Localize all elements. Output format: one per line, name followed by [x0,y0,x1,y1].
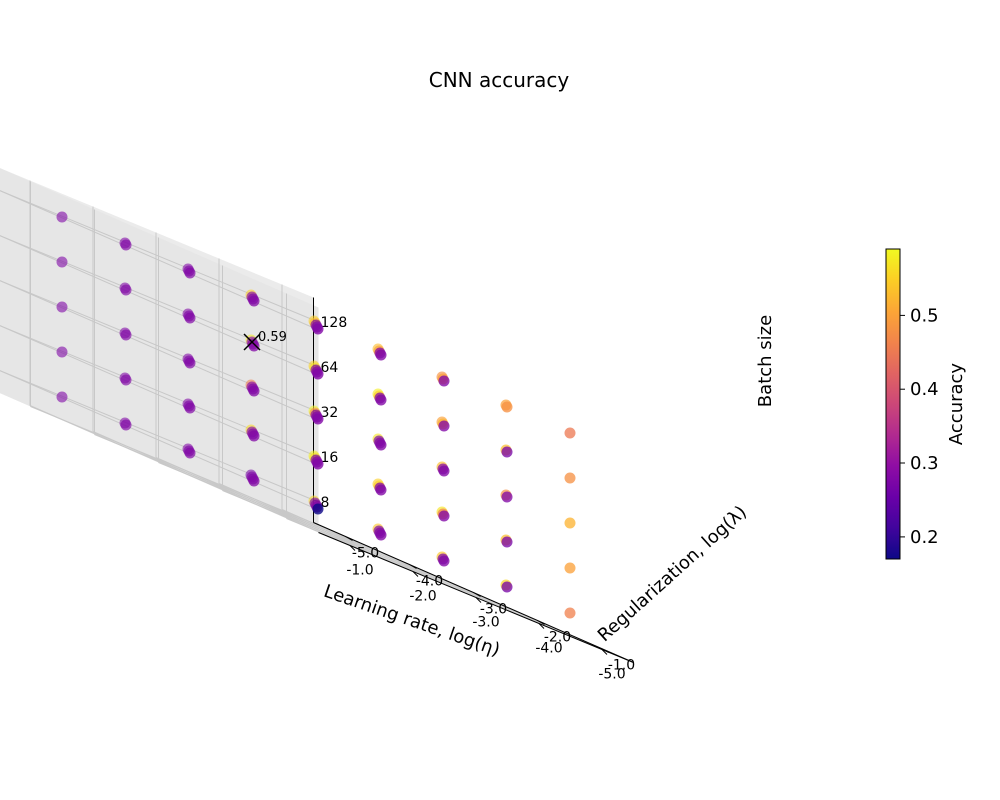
tick-labels: -1.0-2.0-3.0-4.0-5.0-1.0-2.0-3.0-4.0-5.0… [313,315,635,683]
gridline-back-z [0,235,314,366]
x-tick-mark [475,597,482,603]
grid-lines [0,180,603,650]
y-tick-label: -5.0 [352,546,379,562]
best-marker: 0.59 [243,330,287,351]
y-tick-mark [473,592,481,597]
scatter-point [56,256,68,268]
scatter-point [56,211,68,223]
x-tick-label: -5.0 [598,667,625,683]
z-tick-label: 8 [321,495,330,511]
best-annotation: 0.59 [258,330,287,345]
scatter-point [184,267,196,279]
scatter-point [184,447,196,459]
scatter-point [184,312,196,324]
colorbar-tick-label: 0.5 [910,305,939,326]
scatter-point [184,402,196,414]
gridline-back-z [0,190,314,321]
y-tick-label: -4.0 [416,574,443,590]
scatter-point [564,607,576,619]
z-tick-label: 32 [321,405,339,421]
scatter-point [312,368,324,380]
y-tick-mark [537,620,545,625]
scatter-point [564,472,576,484]
scatter-point [120,239,132,251]
scatter-point [248,385,260,397]
scatter-point [438,420,450,432]
y-tick-label: -3.0 [480,602,507,618]
z-tick-label: 128 [321,315,348,331]
scatter-point [564,427,576,439]
z-tick-label: 16 [321,450,339,466]
best-marker-stroke-b [243,333,261,351]
gridline-left-z [0,235,319,376]
scatter-point [438,375,450,387]
x-tick-label: -4.0 [535,641,562,657]
scatter-point [501,401,513,413]
scatter-point [375,529,387,541]
colorbar [885,248,901,560]
scatter-point [248,430,260,442]
x-tick-label: -1.0 [346,563,373,579]
scatter-point [501,536,513,548]
scatter-point [312,458,324,470]
y-tick-label: -2.0 [544,630,571,646]
gridline-floor-y [30,406,346,537]
x-tick-mark [349,545,356,551]
colorbar-tick-label: 0.2 [910,527,939,548]
scatter-point [375,349,387,361]
scatter-point [564,517,576,529]
scatter-point [56,391,68,403]
z-axis-label: Batch size [755,315,776,407]
scatter-point [248,475,260,487]
scatter-point [56,346,68,358]
scatter-point [184,357,196,369]
scatter-point [501,491,513,503]
scatter-point [120,419,132,431]
scatter-point [375,439,387,451]
scatter-point [564,562,576,574]
colorbar-ticks: 0.2 0.3 0.4 0.5 [900,305,939,548]
colorbar-tick-label: 0.4 [910,379,939,400]
colorbar-tick-label: 0.3 [910,453,939,474]
scatter-point [438,465,450,477]
x-tick-mark [538,623,545,629]
z-tick-label: 64 [321,360,339,376]
y-tick-mark [601,648,609,653]
colorbar-label: Accuracy [946,363,967,446]
x-tick-label: -2.0 [409,589,436,605]
y-tick-label: -1.0 [608,658,635,674]
scatter-point [375,394,387,406]
gridline-back-z [0,280,314,411]
scatter-point [438,555,450,567]
scatter-point [438,510,450,522]
scatter-point [312,323,324,335]
scatter-point [56,301,68,313]
scatter-point [501,446,513,458]
x-tick-label: -3.0 [472,615,499,631]
scatter-point [120,374,132,386]
scatter-point [120,284,132,296]
x-tick-mark [412,571,419,577]
chart-title: CNN accuracy [429,68,570,92]
scatter-point [248,295,260,307]
y-tick-mark [345,536,353,541]
scatter-point [312,503,324,515]
scatter-point [501,581,513,593]
gridline-left-z [0,190,319,331]
y-tick-mark [409,564,417,569]
scatter-point [120,329,132,341]
scatter-point [375,484,387,496]
gridline-left-z [0,280,319,421]
scatter-point [312,413,324,425]
x-tick-mark [601,649,608,655]
